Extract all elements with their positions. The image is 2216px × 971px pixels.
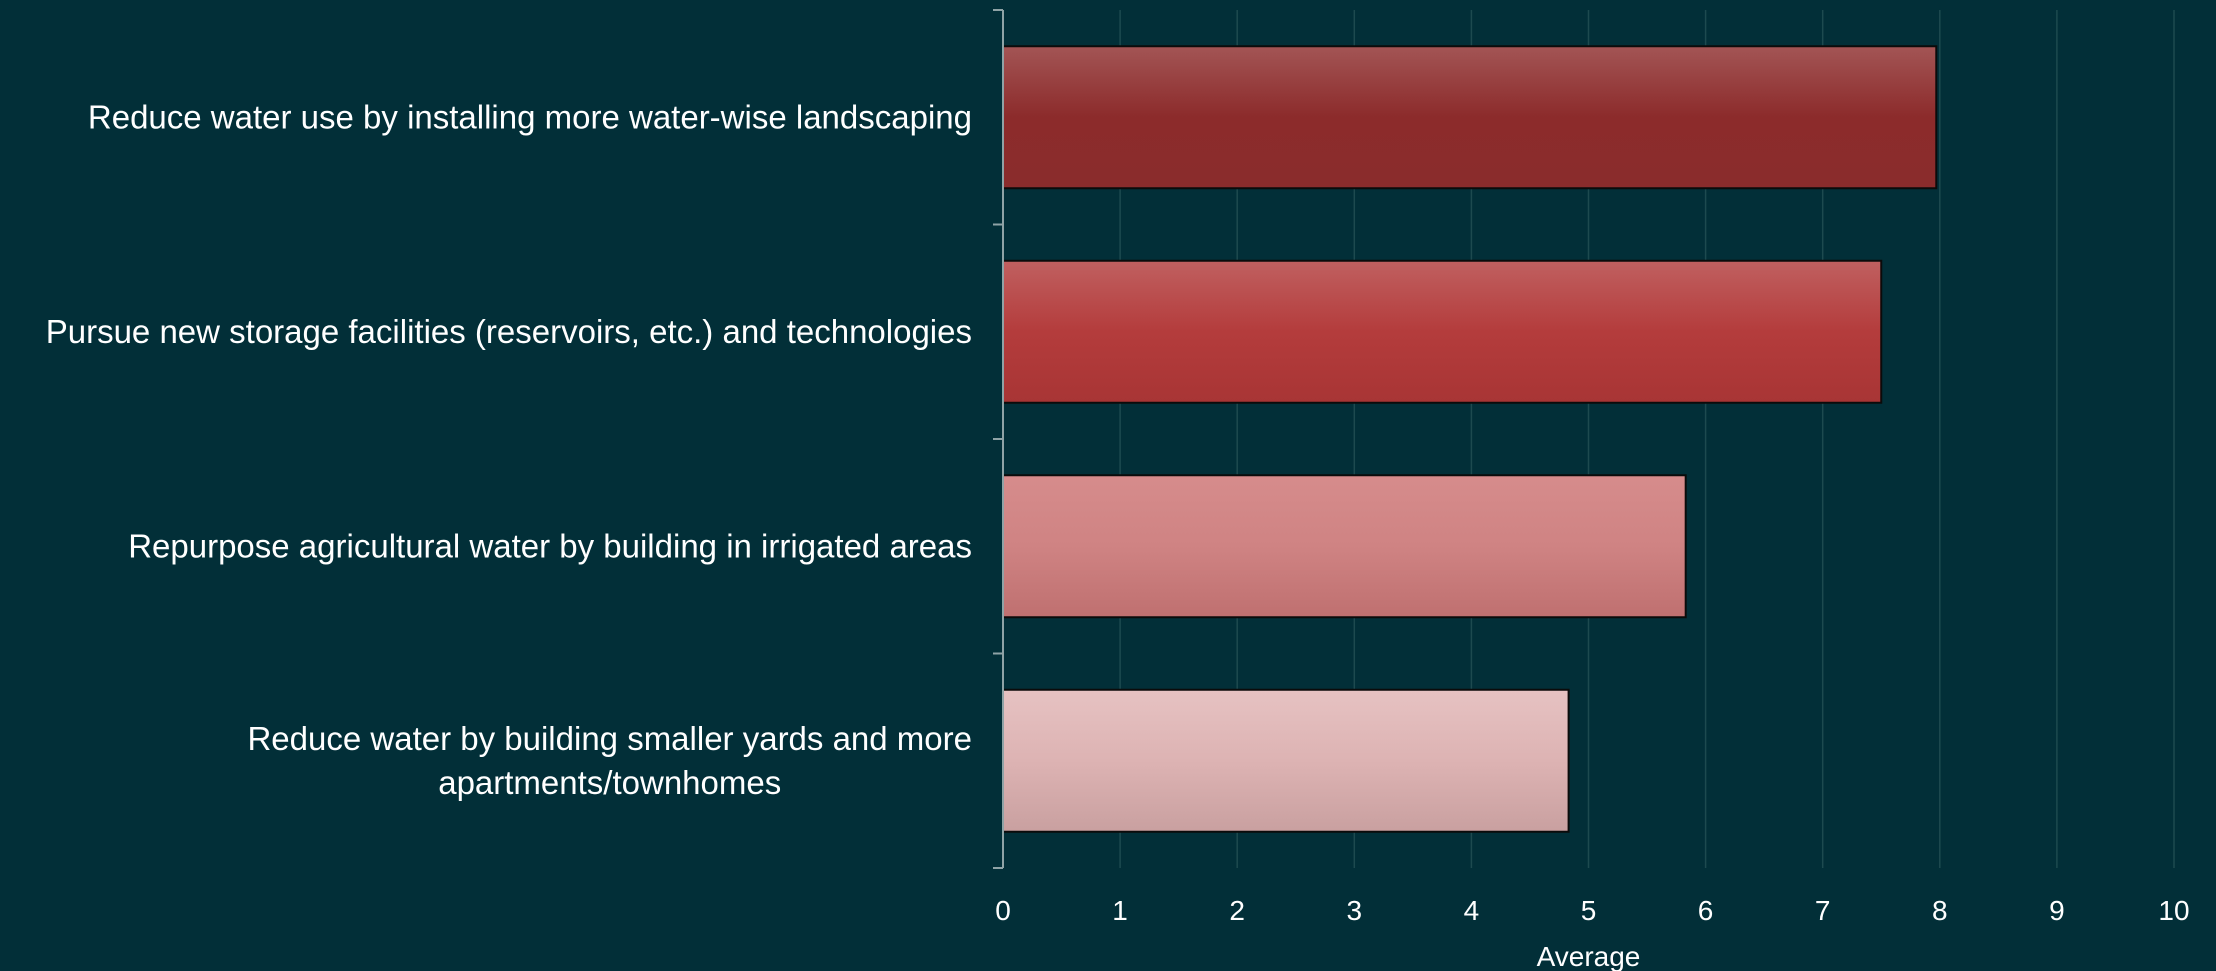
bar <box>1002 259 1883 404</box>
x-tick-label: 8 <box>1932 895 1948 926</box>
y-axis <box>993 9 1004 869</box>
x-tick-label: 7 <box>1815 895 1831 926</box>
x-tick-label: 3 <box>1347 895 1363 926</box>
category-label-line: apartments/townhomes <box>438 764 781 801</box>
bar <box>1002 688 1570 833</box>
category-label: Pursue new storage facilities (reservoir… <box>46 313 972 350</box>
category-label-line: Reduce water use by installing more wate… <box>88 98 972 135</box>
category-label: Repurpose agricultural water by building… <box>128 527 972 564</box>
category-label: Reduce water by building smaller yards a… <box>247 720 972 801</box>
x-tick-label: 0 <box>995 895 1011 926</box>
x-tick-label: 5 <box>1581 895 1597 926</box>
x-tick-label: 6 <box>1698 895 1714 926</box>
x-axis-title: Average <box>1537 941 1641 971</box>
bars <box>1002 45 1938 833</box>
x-tick-label: 4 <box>1464 895 1480 926</box>
bar <box>1002 474 1687 619</box>
category-labels: Reduce water use by installing more wate… <box>46 98 972 801</box>
category-label: Reduce water use by installing more wate… <box>88 98 972 135</box>
x-tick-label: 10 <box>2158 895 2189 926</box>
category-label-line: Reduce water by building smaller yards a… <box>247 720 972 757</box>
x-tick-label: 2 <box>1229 895 1245 926</box>
x-tick-label: 9 <box>2049 895 2065 926</box>
x-tick-labels: 0 1 2 3 4 5 6 7 8 9 10 <box>995 895 2189 926</box>
bar <box>1002 45 1938 190</box>
category-label-line: Pursue new storage facilities (reservoir… <box>46 313 972 350</box>
category-label-line: Repurpose agricultural water by building… <box>128 527 972 564</box>
x-tick-label: 1 <box>1112 895 1128 926</box>
